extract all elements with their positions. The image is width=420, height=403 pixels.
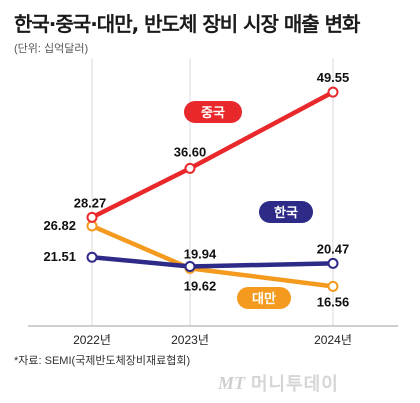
legend-label: 한국 — [274, 205, 298, 221]
data-label: 49.55 — [317, 70, 350, 85]
data-label: 21.51 — [43, 249, 76, 264]
data-label: 26.82 — [43, 218, 76, 233]
data-point — [327, 86, 339, 98]
data-label: 20.47 — [317, 241, 350, 256]
legend-pill — [259, 201, 313, 223]
watermark: MT 머니투데이 — [218, 370, 414, 396]
legend-label: 중국 — [201, 106, 225, 121]
legend-label: 대만 — [252, 291, 276, 307]
data-point — [184, 260, 196, 272]
data-point — [327, 280, 339, 292]
data-point — [327, 257, 339, 269]
x-tick-label: 2023년 — [171, 333, 209, 347]
unit-label: (단위: 십억달러) — [14, 43, 89, 55]
data-point — [86, 211, 98, 223]
x-tick-label: 2022년 — [73, 333, 111, 347]
watermark-logo: MT — [218, 372, 245, 393]
watermark-text: 머니투데이 — [251, 374, 339, 395]
data-label: 19.62 — [184, 278, 217, 293]
chart-title: 한국·중국·대만, 반도체 장비 시장 매출 변화 — [14, 12, 360, 36]
legend-pill — [237, 287, 291, 309]
x-tick-label: 2024년 — [314, 333, 352, 347]
data-point — [86, 251, 98, 263]
data-label: 36.60 — [174, 144, 207, 159]
legend-pill — [184, 101, 242, 123]
data-label: 28.27 — [74, 195, 107, 210]
source-note: *자료: SEMI(국제반도체장비재료협회) — [14, 355, 191, 367]
data-label: 16.56 — [317, 294, 350, 309]
data-point — [184, 162, 196, 174]
data-label: 19.94 — [184, 246, 217, 261]
